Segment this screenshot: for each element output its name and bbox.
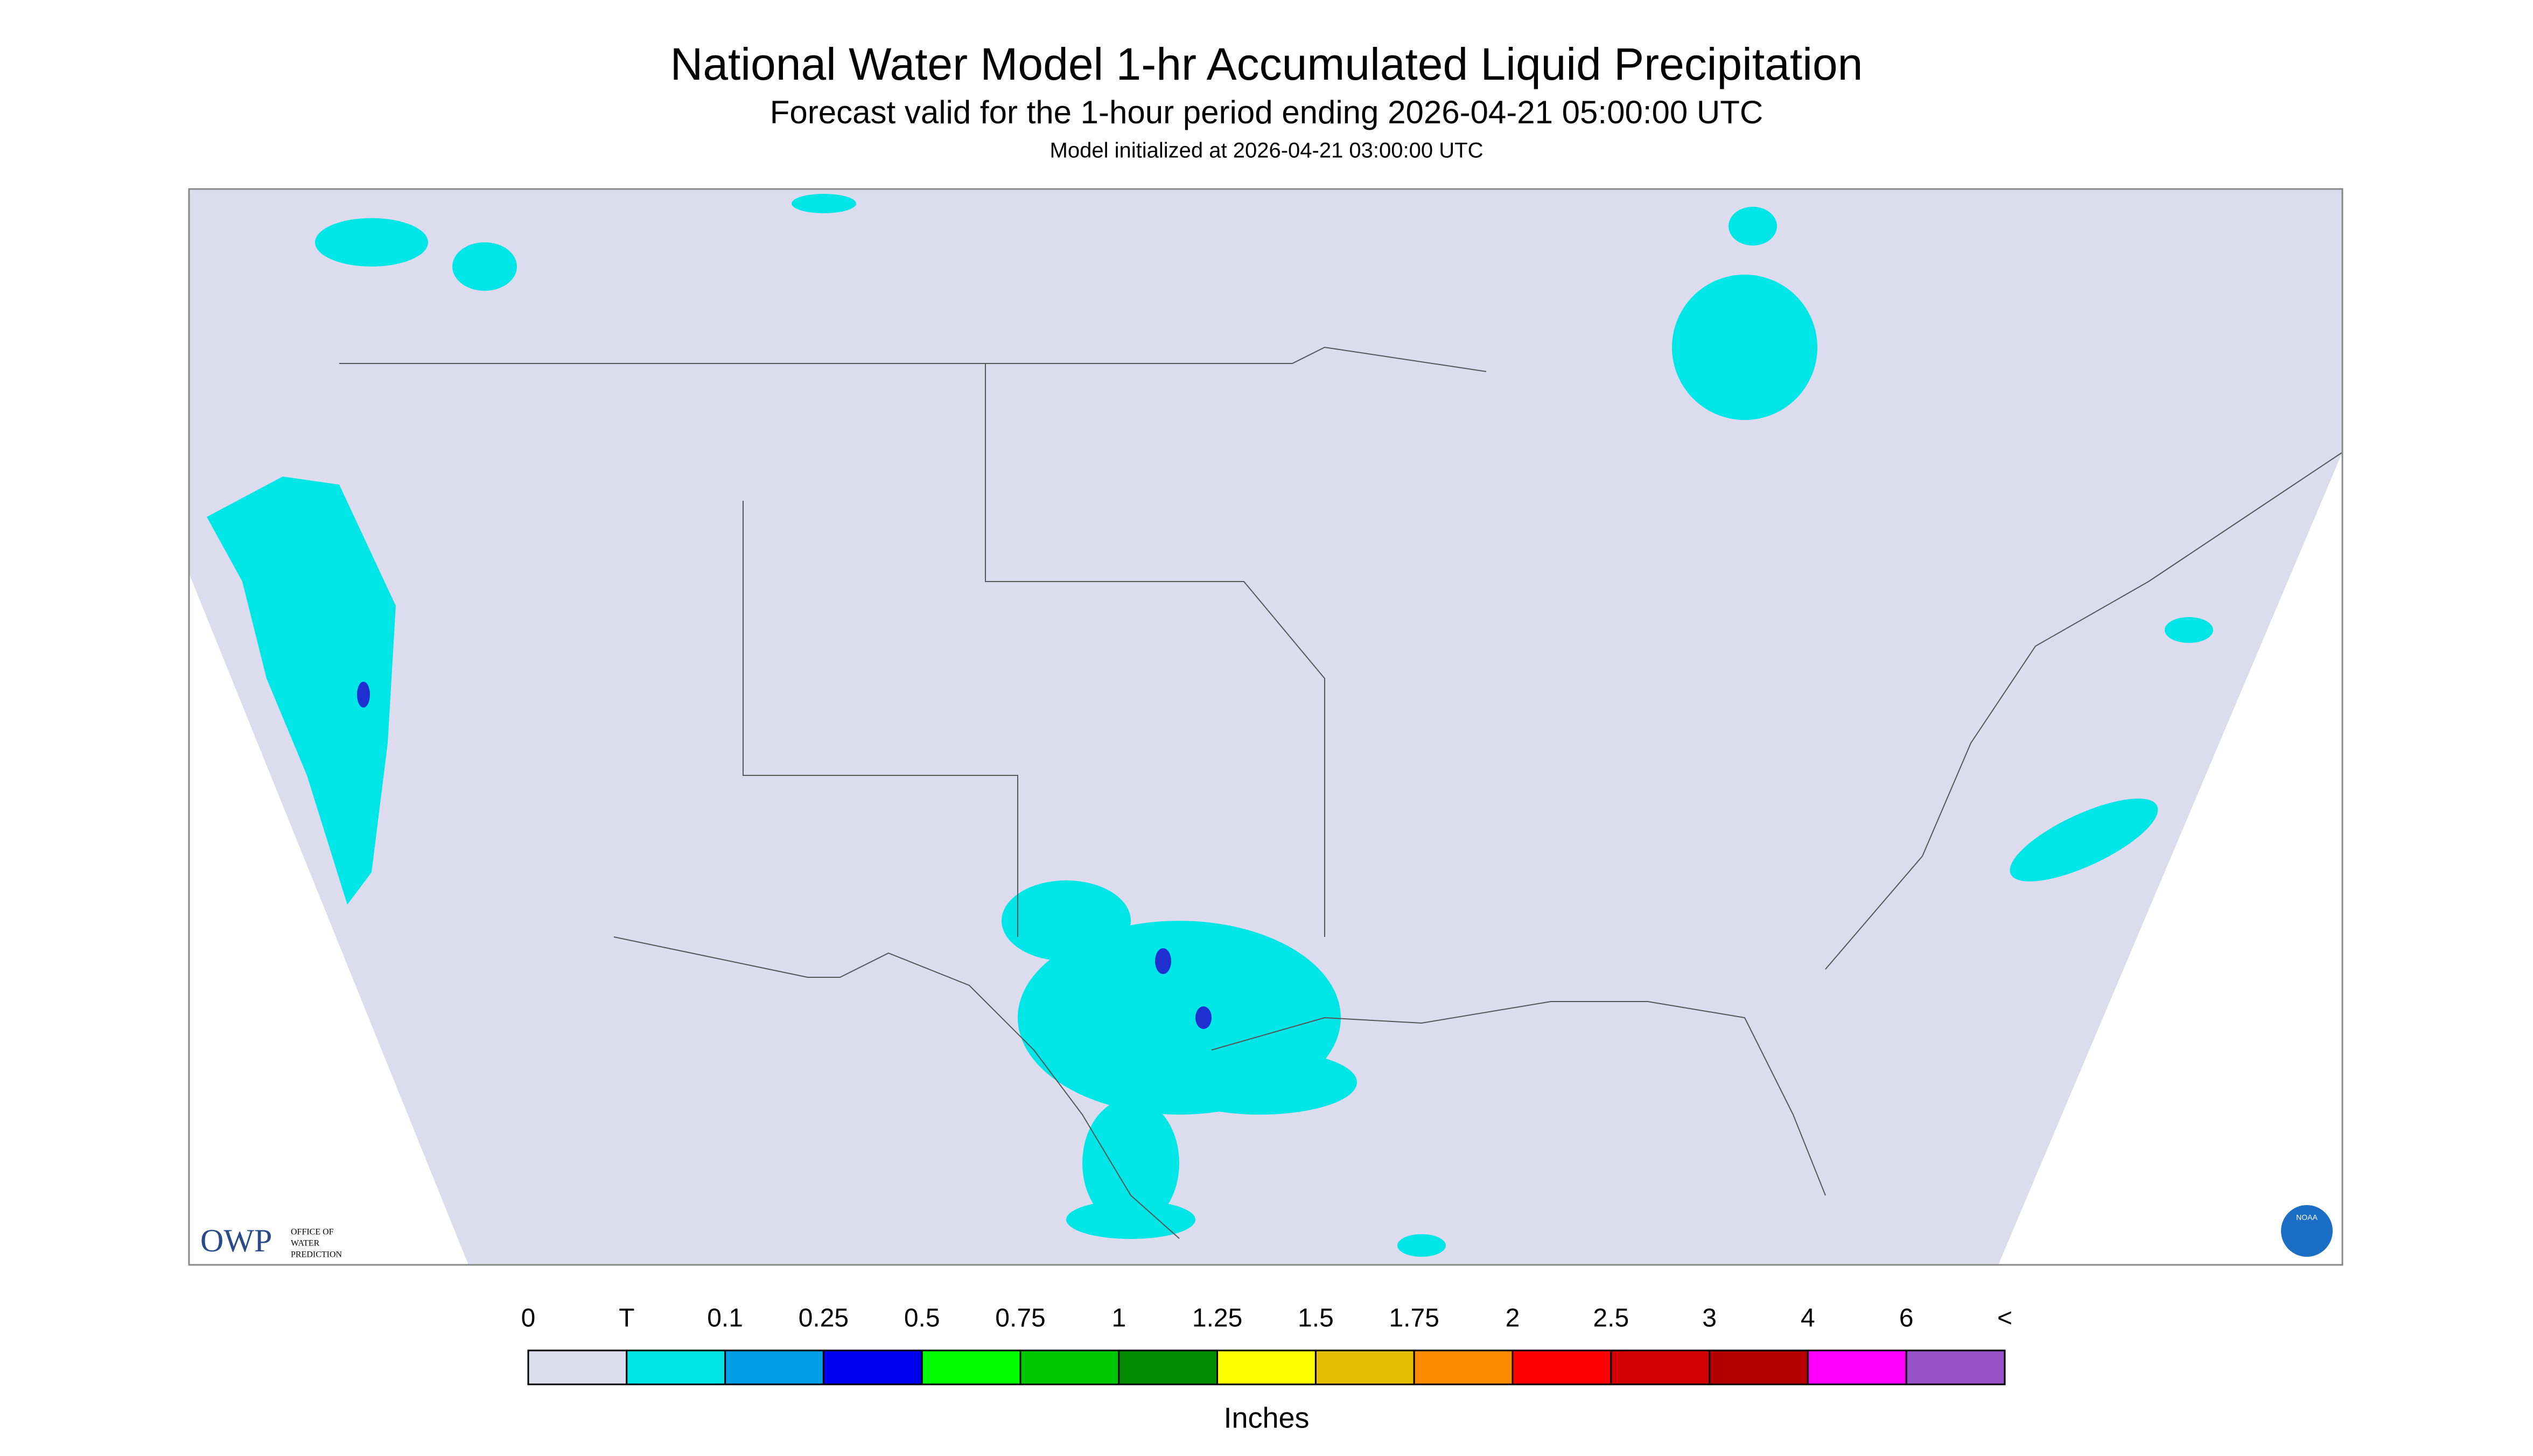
- legend-label: T: [619, 1304, 634, 1333]
- rain-area: [207, 477, 396, 905]
- legend-swatch: [724, 1349, 824, 1385]
- legend-swatch: [626, 1349, 726, 1385]
- legend-label: 0.5: [904, 1304, 940, 1333]
- legend-swatch: [1610, 1349, 1711, 1385]
- state-line: [985, 363, 1325, 937]
- legend-swatch: [1019, 1349, 1120, 1385]
- rain-area: [452, 242, 517, 291]
- border-line: [339, 346, 1487, 372]
- legend: 0 T 0.1 0.25 0.5 0.75 1 1.25 1.5 1.75 2 2.5 3 4 6 <: [521, 1304, 2012, 1385]
- owp-office: PREDICTION: [291, 1250, 342, 1259]
- legend-label: 1.75: [1389, 1304, 1439, 1333]
- init-time: Model initialized at 2026-04-21 03:00:00…: [1050, 139, 1484, 163]
- legend-label: 6: [1899, 1304, 1914, 1333]
- legend-swatch: [822, 1349, 923, 1385]
- legend-swatch: [921, 1349, 1021, 1385]
- rain-area: [1082, 1098, 1179, 1228]
- owp-office: OFFICE OF: [291, 1228, 334, 1237]
- legend-swatch: [1118, 1349, 1219, 1385]
- heavy-rain: [1195, 1006, 1212, 1029]
- legend-unit: Inches: [1223, 1402, 1309, 1434]
- legend-swatch: [1709, 1349, 1809, 1385]
- owp-logo: OWP: [200, 1223, 272, 1258]
- legend-label: 0.1: [707, 1304, 743, 1333]
- rain-area: [1397, 1234, 1446, 1257]
- rain-area: [1066, 1200, 1195, 1239]
- rain-area: [1672, 275, 1817, 420]
- legend-swatch: [527, 1349, 628, 1385]
- map: OWP OFFICE OF WATER PREDICTION NOAA: [188, 188, 2343, 1266]
- rain-area: [2165, 617, 2213, 643]
- noaa-logo: [2281, 1205, 2333, 1257]
- state-line: [743, 501, 1018, 937]
- noaa-label: NOAA: [2296, 1213, 2318, 1222]
- legend-swatch: [1512, 1349, 1612, 1385]
- legend-label: 2: [1506, 1304, 1520, 1333]
- rain-area: [315, 218, 428, 267]
- legend-swatch: [1905, 1349, 2006, 1385]
- rain-area: [1002, 880, 1131, 961]
- legend-label: 0.75: [995, 1304, 1045, 1333]
- legend-label: 0.25: [799, 1304, 849, 1333]
- coastline: [1825, 452, 2343, 970]
- legend-label: 2.5: [1593, 1304, 1629, 1333]
- legend-label: 3: [1702, 1304, 1717, 1333]
- rain-area: [792, 194, 856, 213]
- legend-label: 1: [1111, 1304, 1126, 1333]
- legend-label: 1.25: [1192, 1304, 1242, 1333]
- legend-swatch: [1314, 1349, 1415, 1385]
- heavy-rain: [357, 682, 370, 708]
- map-frame: [188, 188, 2343, 1266]
- owp-office: WATER: [291, 1239, 320, 1248]
- border-line: [613, 936, 1180, 1239]
- legend-label: 0: [521, 1304, 536, 1333]
- rain-area: [2010, 799, 2158, 881]
- boundaries: [339, 346, 2343, 1239]
- coastline: [1211, 1001, 1826, 1196]
- legend-label: <: [1997, 1304, 2012, 1333]
- legend-swatch: [1216, 1349, 1317, 1385]
- subtitle: Forecast valid for the 1-hour period end…: [770, 94, 1763, 130]
- legend-label: 4: [1801, 1304, 1815, 1333]
- heavy-rain: [1155, 948, 1171, 974]
- legend-swatch: [1807, 1349, 1907, 1385]
- legend-swatch: [1413, 1349, 1514, 1385]
- domain: [189, 189, 2342, 1265]
- rain-area: [1163, 1050, 1357, 1115]
- precip-areas: [207, 194, 2213, 1257]
- title: National Water Model 1-hr Accumulated Li…: [670, 39, 1863, 89]
- rain-area: [1729, 207, 1777, 246]
- legend-label: 1.5: [1298, 1304, 1334, 1333]
